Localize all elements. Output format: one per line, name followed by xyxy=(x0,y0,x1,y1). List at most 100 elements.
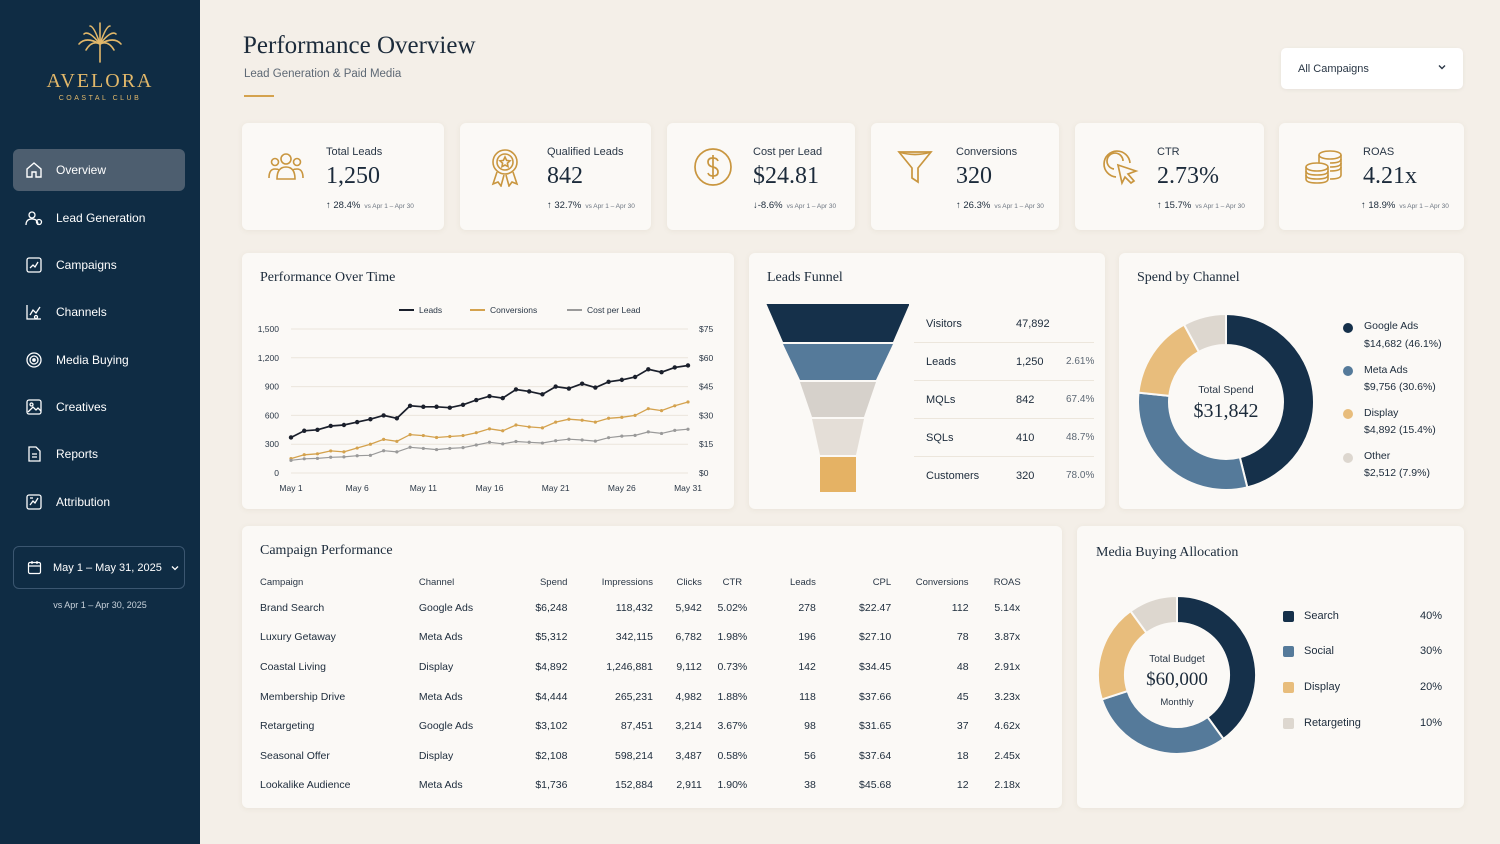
brand-logo[interactable]: AVELORA COASTAL CLUB xyxy=(0,22,200,102)
table-cell: $1,736 xyxy=(535,779,568,792)
data-point xyxy=(672,365,677,370)
column-header[interactable]: Channel xyxy=(418,576,455,588)
funnel-pct: 2.61% xyxy=(1066,356,1095,367)
sidebar-item-campaigns[interactable]: Campaigns xyxy=(13,244,185,286)
data-point xyxy=(606,379,611,384)
sidebar-item-channels[interactable]: Channels xyxy=(13,291,185,333)
kpi-card-conversions[interactable]: Conversions 320 ↑ 26.3% vs Apr 1 – Apr 30 xyxy=(871,123,1059,230)
data-point xyxy=(354,419,360,425)
table-cell: Lookalike Audience xyxy=(260,779,351,792)
funnel-stage: SQLs xyxy=(926,432,954,444)
data-point xyxy=(474,397,479,403)
kpi-card-roas[interactable]: ROAS 4.21x ↑ 18.9% vs Apr 1 – Apr 30 xyxy=(1279,123,1464,230)
kpi-card-qualified-leads[interactable]: Qualified Leads 842 ↑ 32.7% vs Apr 1 – Ap… xyxy=(460,123,651,230)
funnel-graphic[interactable] xyxy=(749,253,909,509)
media-allocation-title: Media Buying Allocation xyxy=(1096,545,1239,560)
kpi-card-ctr[interactable]: CTR 2.73% ↑ 15.7% vs Apr 1 – Apr 30 xyxy=(1075,123,1264,230)
sidebar-item-lead-generation[interactable]: Lead Generation xyxy=(13,197,185,239)
title-divider xyxy=(244,95,274,97)
sidebar-item-creatives[interactable]: Creatives xyxy=(13,386,185,428)
y-tick-label-left: 900 xyxy=(265,382,279,392)
donut-slice-other xyxy=(1182,312,1227,354)
column-header[interactable]: Spend xyxy=(539,576,568,588)
legend-label: Cost per Lead xyxy=(587,305,641,315)
column-header[interactable]: ROAS xyxy=(993,576,1021,588)
table-cell: 56 xyxy=(804,749,816,762)
kpi-delta: ↓-8.6% vs Apr 1 – Apr 30 xyxy=(753,200,836,211)
users-icon xyxy=(266,147,306,187)
data-point xyxy=(355,446,359,450)
y-tick-label-right: $45 xyxy=(699,382,713,392)
data-point xyxy=(448,446,452,451)
data-point xyxy=(646,430,650,434)
spend-donut-chart[interactable] xyxy=(1126,303,1326,503)
kpi-label: Conversions xyxy=(956,146,1018,158)
column-header[interactable]: Leads xyxy=(789,576,816,588)
column-header[interactable]: Impressions xyxy=(601,576,653,588)
sidebar-item-media-buying[interactable]: Media Buying xyxy=(13,339,185,381)
column-header[interactable]: Conversions xyxy=(915,576,969,588)
sidebar-item-reports[interactable]: Reports xyxy=(13,433,185,475)
funnel-row[interactable]: MQLs 842 67.4% xyxy=(914,381,1094,419)
funnel-row[interactable]: SQLs 410 48.7% xyxy=(914,419,1094,457)
table-row[interactable]: Lookalike Audience Meta Ads $1,736 152,884 2… xyxy=(260,771,1046,801)
data-point xyxy=(580,438,584,442)
legend-name: Retargeting xyxy=(1304,717,1361,729)
table-cell: 2.18x xyxy=(994,779,1021,792)
kpi-value: 4.21x xyxy=(1363,163,1417,189)
sidebar-item-attribution[interactable]: Attribution xyxy=(13,481,185,523)
table-row[interactable]: Coastal Living Display $4,892 1,246,881 9,11… xyxy=(260,652,1046,682)
table-cell: 18 xyxy=(956,749,969,762)
donut-slice-search xyxy=(1176,594,1257,741)
kpi-card-cost-per-lead[interactable]: Cost per Lead $24.81 ↓-8.6% vs Apr 1 – Ap… xyxy=(667,123,855,230)
table-row[interactable]: Membership Drive Meta Ads $4,444 265,231 4,9… xyxy=(260,682,1046,712)
arrow-up-icon: ↑ xyxy=(326,200,331,211)
kpi-value: 320 xyxy=(956,163,992,189)
campaigns-icon xyxy=(25,256,43,274)
x-tick-label: May 1 xyxy=(279,483,302,493)
data-point xyxy=(302,457,306,461)
table-row[interactable]: Luxury Getaway Meta Ads $5,312 342,115 6,782… xyxy=(260,623,1046,653)
column-header[interactable]: CPL xyxy=(872,576,892,588)
data-point xyxy=(460,402,466,408)
table-cell: Brand Search xyxy=(260,601,325,614)
data-point xyxy=(501,442,505,446)
data-point xyxy=(633,413,637,417)
campaign-table: Campaign Channel Spend Impressions Click… xyxy=(260,571,1046,800)
table-row[interactable]: Seasonal Offer Display $2,108 598,214 3,487 0… xyxy=(260,741,1046,771)
column-header[interactable]: Campaign xyxy=(260,576,304,588)
table-row[interactable]: Brand Search Google Ads $6,248 118,432 5,942… xyxy=(260,593,1046,623)
table-cell: $34.45 xyxy=(859,660,892,673)
table-cell: 3,487 xyxy=(675,749,702,762)
kpi-label: Cost per Lead xyxy=(753,146,823,158)
performance-line-chart[interactable]: 0 300 600 900 1,200 1,500 $0 $15 $30 $45 $60 $75 May… xyxy=(242,253,734,509)
funnel-row[interactable]: Leads 1,250 2.61% xyxy=(914,343,1094,381)
funnel-row[interactable]: Customers 320 78.0% xyxy=(914,457,1094,495)
column-header[interactable]: CTR xyxy=(722,576,743,588)
legend-swatch xyxy=(1283,718,1294,729)
sidebar-item-overview[interactable]: Overview xyxy=(13,149,185,191)
table-cell: 78 xyxy=(956,631,969,644)
kpi-card-total-leads[interactable]: Total Leads 1,250 ↑ 28.4% vs Apr 1 – Apr … xyxy=(242,123,444,230)
campaign-filter-select[interactable]: All Campaigns xyxy=(1281,48,1463,89)
arrow-up-icon: ↑ xyxy=(956,200,961,211)
table-cell: Google Ads xyxy=(418,601,474,614)
sidebar-item-label: Creatives xyxy=(56,400,107,414)
arrow-up-icon: ↑ xyxy=(1361,200,1366,211)
data-point xyxy=(448,434,452,439)
legend-pct: 40% xyxy=(1420,610,1443,622)
column-header[interactable]: Clicks xyxy=(676,576,702,588)
legend-name: Display xyxy=(1364,407,1399,419)
table-cell: 9,112 xyxy=(676,660,702,673)
legend-detail: $14,682 (46.1%) xyxy=(1364,338,1442,350)
brand-name: AVELORA xyxy=(46,70,154,92)
data-point xyxy=(487,427,492,431)
data-point xyxy=(567,417,571,421)
table-cell: 5,942 xyxy=(675,601,702,614)
sidebar-item-label: Attribution xyxy=(56,495,111,509)
campaign-table-body: Brand Search Google Ads $6,248 118,432 5,942… xyxy=(260,593,1046,800)
media-donut-chart[interactable] xyxy=(1077,576,1277,776)
funnel-row[interactable]: Visitors 47,892 xyxy=(914,305,1094,343)
table-row[interactable]: Retargeting Google Ads $3,102 87,451 3,214 3.… xyxy=(260,711,1046,741)
date-range-picker[interactable]: May 1 – May 31, 2025 xyxy=(13,546,185,589)
